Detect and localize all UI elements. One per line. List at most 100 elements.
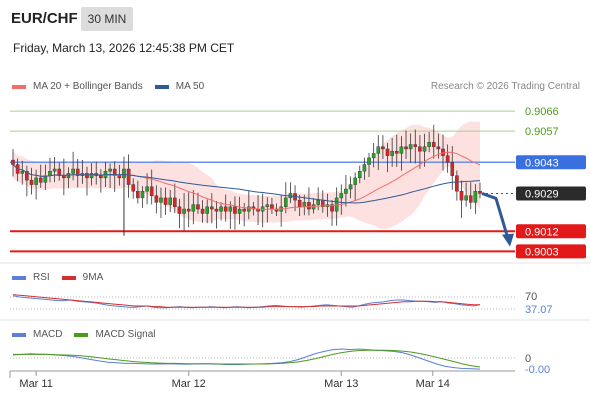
candle-body xyxy=(297,199,302,208)
candle-body xyxy=(436,146,441,150)
candle-body xyxy=(25,171,29,181)
price-legend: MA 20 + Bollinger Bands MA 50 xyxy=(12,81,216,92)
candle-body xyxy=(52,168,57,172)
candle-body xyxy=(302,202,307,208)
x-axis-label-0: Mar 11 xyxy=(19,378,52,390)
chart-datetime: Friday, March 13, 2026 12:45:38 PM CET xyxy=(13,41,235,55)
legend-rsi: RSI xyxy=(12,272,50,283)
candle-body xyxy=(404,146,408,150)
legend-macd-label: MACD xyxy=(33,329,63,340)
candle-body xyxy=(441,148,445,156)
macd-signal-line xyxy=(13,349,481,368)
instrument-title: EUR/CHF xyxy=(11,10,78,27)
candle-body xyxy=(427,142,431,147)
legend-9ma: 9MA xyxy=(61,272,104,283)
candle-body xyxy=(168,197,173,205)
candle-body xyxy=(11,159,15,165)
level-tag-3 xyxy=(516,186,586,201)
x-axis-label-1: Mar 12 xyxy=(172,378,206,390)
level-label-2: 0.9043 xyxy=(525,157,559,169)
candle-body xyxy=(353,177,357,185)
level-tag-2 xyxy=(516,155,586,170)
legend-rsi-label: RSI xyxy=(33,272,50,283)
candle-body xyxy=(385,148,390,156)
x-axis-label-2: Mar 13 xyxy=(324,378,358,390)
candle-body xyxy=(455,175,459,192)
candle-body xyxy=(200,208,205,214)
legend-9ma-label: 9MA xyxy=(82,272,104,283)
candle-body xyxy=(38,177,43,183)
research-credit: Research © 2026 Trading Central xyxy=(430,81,580,92)
candle-body xyxy=(223,206,228,212)
candle-body xyxy=(408,144,413,150)
x-axis-label-3: Mar 14 xyxy=(416,378,450,390)
candle-body xyxy=(173,197,177,208)
candle-body xyxy=(265,204,270,208)
level-label-5: 0.9003 xyxy=(525,246,559,258)
candle-body xyxy=(371,153,376,159)
candle-body xyxy=(316,199,320,205)
ma50-line xyxy=(12,164,481,204)
candle-body xyxy=(48,171,52,176)
candle-body xyxy=(57,168,62,176)
candle-body xyxy=(270,204,274,210)
candle-body xyxy=(348,184,353,190)
candle-body xyxy=(177,206,182,214)
legend-macd-signal-swatch xyxy=(74,332,89,337)
chart-header: EUR/CHF 30 MIN xyxy=(0,0,590,36)
legend-ma20-label: MA 20 + Bollinger Bands xyxy=(33,81,143,92)
candle-body xyxy=(145,186,149,192)
timeframe-button[interactable]: 30 MIN xyxy=(81,7,133,31)
candle-body xyxy=(450,162,455,176)
candle-body xyxy=(445,155,450,163)
candle-body xyxy=(228,206,233,212)
candle-body xyxy=(344,188,348,194)
candle-body xyxy=(140,191,145,199)
candle-body xyxy=(381,146,385,150)
level-label-1: 0.9057 xyxy=(525,126,559,138)
macd-legend: MACD MACD Signal xyxy=(12,329,167,340)
candle-body xyxy=(367,157,371,165)
candle-body xyxy=(468,195,473,203)
candle-body xyxy=(422,146,427,152)
candle-body xyxy=(418,146,422,152)
candle-body xyxy=(210,206,214,210)
candle-body xyxy=(196,204,200,210)
candle-body xyxy=(357,171,362,179)
rsi-legend: RSI 9MA xyxy=(12,272,115,283)
legend-ma50-label: MA 50 xyxy=(175,81,205,92)
candle-body xyxy=(219,206,223,212)
forecast-arrow-head xyxy=(502,233,514,247)
candle-body xyxy=(43,175,48,183)
candle-body xyxy=(62,175,66,179)
candle-body xyxy=(205,206,209,214)
candle-body xyxy=(66,173,71,179)
candle-body xyxy=(339,193,344,199)
macd-value-label: -0.00 xyxy=(525,364,550,376)
candle-body xyxy=(99,175,103,179)
legend-ma50-swatch xyxy=(154,84,169,89)
level-label-3: 0.9029 xyxy=(525,188,559,200)
macd-level-label: 0 xyxy=(525,353,531,365)
rsi-value-label: 37.07 xyxy=(525,304,553,316)
level-label-0: 0.9066 xyxy=(525,106,559,118)
candle-body xyxy=(71,168,75,174)
candle-body xyxy=(284,197,288,208)
candles xyxy=(11,124,482,236)
candle-body xyxy=(307,202,311,210)
candle-body xyxy=(473,191,478,203)
candle-body xyxy=(20,171,25,174)
candle-body xyxy=(376,146,381,154)
rsi-9ma-line xyxy=(12,294,480,308)
rsi-level-label: 70 xyxy=(525,291,537,303)
candle-body xyxy=(247,206,251,212)
legend-macd: MACD xyxy=(12,329,62,340)
level-tag-5 xyxy=(516,244,586,259)
legend-9ma-swatch xyxy=(61,275,76,280)
candle-body xyxy=(85,173,89,179)
candle-body xyxy=(34,177,38,185)
legend-macd-signal-label: MACD Signal xyxy=(95,329,156,340)
legend-macd-swatch xyxy=(12,332,26,337)
candle-body xyxy=(163,197,168,205)
